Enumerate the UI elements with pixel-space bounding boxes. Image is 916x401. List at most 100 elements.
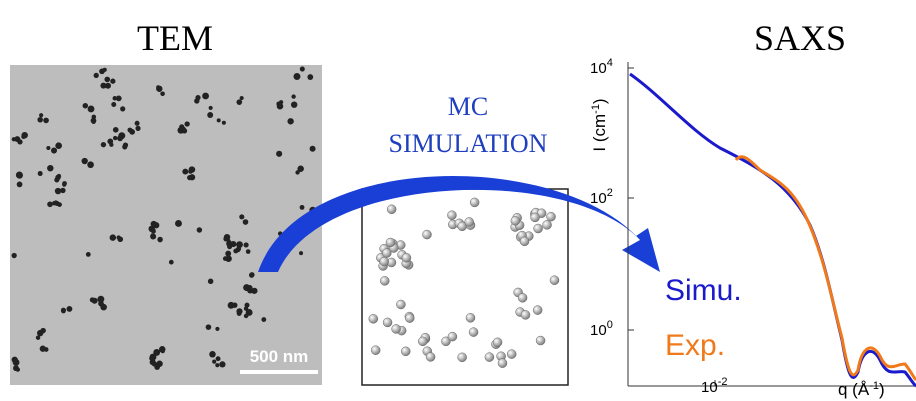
sphere — [402, 253, 411, 262]
particle — [157, 237, 163, 243]
particle — [118, 132, 125, 139]
particle — [54, 201, 59, 206]
particle — [228, 302, 235, 309]
sphere — [531, 213, 540, 222]
particle — [244, 242, 249, 247]
sphere — [511, 216, 520, 225]
sphere — [448, 332, 457, 341]
particle — [222, 121, 226, 125]
particle — [92, 298, 98, 304]
particle — [293, 73, 300, 80]
sphere — [426, 352, 435, 361]
particle — [169, 260, 174, 265]
sphere — [386, 238, 395, 247]
particle — [209, 106, 213, 110]
particle — [94, 73, 99, 78]
particle — [239, 214, 244, 219]
particle — [82, 158, 88, 164]
particle — [111, 102, 116, 107]
particle — [299, 251, 303, 255]
sphere — [543, 220, 552, 229]
particle — [113, 127, 119, 133]
sphere — [521, 310, 530, 319]
sphere — [485, 353, 494, 362]
sphere — [418, 337, 427, 346]
sphere — [469, 328, 478, 337]
tem-title: TEM — [137, 18, 213, 58]
saxs-title: SAXS — [754, 18, 846, 58]
tick-exp: 2 — [607, 187, 613, 199]
x-label-text: q (Å — [838, 380, 870, 399]
particle — [150, 228, 155, 233]
particle — [36, 335, 40, 339]
particle — [252, 290, 256, 294]
particle — [175, 220, 182, 227]
tick-exp: 0 — [607, 319, 613, 331]
particle — [87, 161, 94, 168]
simulation-label: SIMULATION — [389, 129, 548, 158]
particle — [116, 95, 122, 101]
particle — [310, 146, 316, 152]
particle — [55, 142, 62, 149]
particle — [228, 243, 232, 247]
particle — [249, 272, 254, 277]
sphere — [401, 347, 410, 356]
sphere — [547, 212, 556, 221]
particle — [152, 361, 157, 366]
sphere — [383, 318, 392, 327]
tick-base: 10 — [590, 190, 607, 207]
sphere — [458, 353, 467, 362]
sphere — [507, 350, 516, 359]
sphere — [380, 257, 389, 266]
particle — [38, 171, 43, 176]
particle — [37, 117, 43, 123]
particle — [40, 346, 46, 352]
particle — [47, 165, 53, 171]
sphere — [396, 300, 405, 309]
y-tick-label: 102 — [590, 187, 613, 207]
particle — [182, 169, 188, 175]
sphere — [369, 314, 378, 323]
particle — [217, 118, 221, 122]
particle — [39, 113, 43, 117]
particle — [55, 188, 61, 194]
particle — [153, 349, 160, 356]
particle — [91, 118, 97, 124]
particle — [219, 361, 225, 367]
y-tick-label: 104 — [590, 57, 613, 77]
particle — [101, 142, 106, 147]
particle — [261, 317, 266, 322]
particle — [135, 121, 140, 126]
particle — [215, 363, 219, 367]
y-label-end: ) — [590, 98, 609, 104]
particle — [179, 124, 184, 129]
y-tick-label: 100 — [590, 319, 613, 339]
particle — [12, 357, 18, 363]
sphere — [498, 359, 507, 368]
particle — [287, 118, 293, 124]
particle — [245, 303, 250, 308]
particle — [43, 118, 49, 124]
particle — [215, 327, 219, 331]
particle — [197, 227, 202, 232]
particle — [223, 256, 228, 261]
particle — [55, 175, 60, 180]
sphere — [518, 293, 527, 302]
particle — [243, 284, 250, 291]
particle — [51, 147, 57, 153]
sphere — [533, 306, 542, 315]
particle — [17, 172, 23, 178]
particle — [123, 143, 128, 148]
x-tick-label: 10-2 — [701, 376, 727, 396]
particle — [150, 233, 156, 239]
particle — [236, 99, 242, 105]
particle — [276, 151, 282, 157]
tick-exp: -2 — [718, 376, 728, 388]
particle — [156, 360, 162, 366]
particle — [161, 349, 165, 353]
particle — [244, 314, 249, 319]
particle — [243, 219, 249, 225]
particle — [62, 181, 67, 186]
sphere — [382, 249, 391, 258]
particle — [223, 236, 228, 241]
